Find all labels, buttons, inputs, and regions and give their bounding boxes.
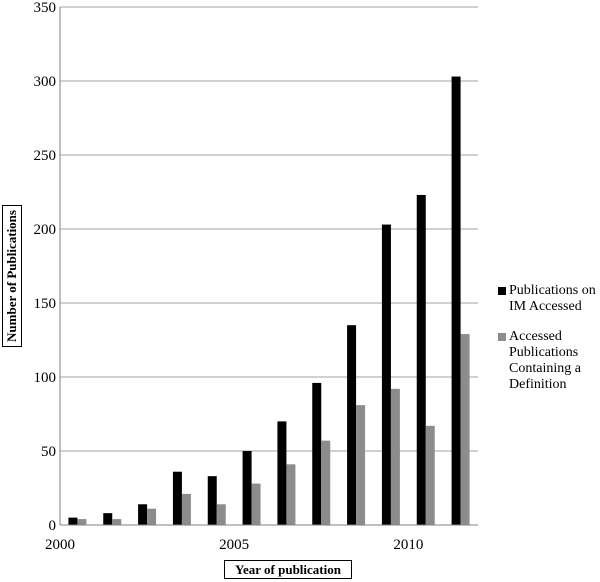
- y-axis-title-text: Number of Publications: [4, 210, 19, 342]
- legend-item-publications-accessed: Publications on IM Accessed: [498, 283, 598, 315]
- bar-definition-2000: [77, 519, 87, 525]
- bar-accessed-2000: [68, 517, 78, 525]
- y-axis-title: Number of Publications: [2, 205, 22, 347]
- bar-definition-2001: [112, 519, 122, 525]
- bar-definition-2002: [147, 508, 157, 525]
- bar-accessed-2010: [416, 194, 426, 525]
- bar-accessed-2002: [138, 504, 148, 525]
- bar-definition-2003: [181, 493, 191, 525]
- bar-accessed-2003: [172, 471, 182, 525]
- bar-definition-2011: [460, 334, 470, 525]
- bar-accessed-2004: [207, 476, 217, 525]
- bar-accessed-2006: [277, 421, 287, 525]
- x-tick-label: 2010: [393, 537, 423, 553]
- grid-lines: [60, 6, 478, 452]
- y-tick-label: 200: [34, 222, 57, 238]
- legend-item-containing-definition: Accessed Publications Containing a Defin…: [498, 329, 598, 393]
- bar-definition-2004: [216, 504, 226, 525]
- legend-label: Publications on IM Accessed: [509, 283, 596, 314]
- bar-accessed-2011: [451, 76, 461, 525]
- bar-definition-2008: [356, 405, 366, 525]
- bar-accessed-2009: [381, 224, 391, 525]
- bar-definition-2006: [286, 464, 296, 525]
- legend-swatch-gray: [498, 333, 506, 341]
- y-tick-label: 300: [34, 74, 57, 90]
- y-tick-labels: 0 50 100 150 200 250 300 350: [34, 0, 57, 534]
- y-tick-label: 150: [34, 296, 57, 312]
- x-axis-title: Year of publication: [224, 560, 352, 579]
- legend-label: Accessed Publications Containing a Defin…: [509, 329, 581, 392]
- y-tick-label: 50: [41, 444, 56, 460]
- axes: [59, 7, 478, 526]
- x-tick-labels: 2000 2005 2010: [45, 537, 423, 553]
- bar-accessed-2008: [347, 325, 357, 525]
- y-tick-label: 100: [34, 370, 57, 386]
- y-tick-label: 250: [34, 148, 57, 164]
- x-tick-label: 2005: [219, 537, 249, 553]
- bar-definition-2005: [251, 483, 261, 525]
- bar-definition-2009: [390, 388, 400, 525]
- legend-swatch-black: [498, 287, 506, 295]
- bar-definition-2007: [321, 440, 331, 525]
- bars: [68, 76, 470, 525]
- bar-accessed-2001: [103, 513, 113, 525]
- bar-accessed-2007: [312, 382, 322, 525]
- y-tick-label: 350: [34, 0, 57, 16]
- legend: Publications on IM Accessed Accessed Pub…: [498, 283, 598, 407]
- bar-definition-2010: [425, 425, 435, 525]
- bar-accessed-2005: [242, 451, 252, 525]
- x-tick-label: 2000: [45, 537, 75, 553]
- y-tick-label: 0: [49, 518, 57, 534]
